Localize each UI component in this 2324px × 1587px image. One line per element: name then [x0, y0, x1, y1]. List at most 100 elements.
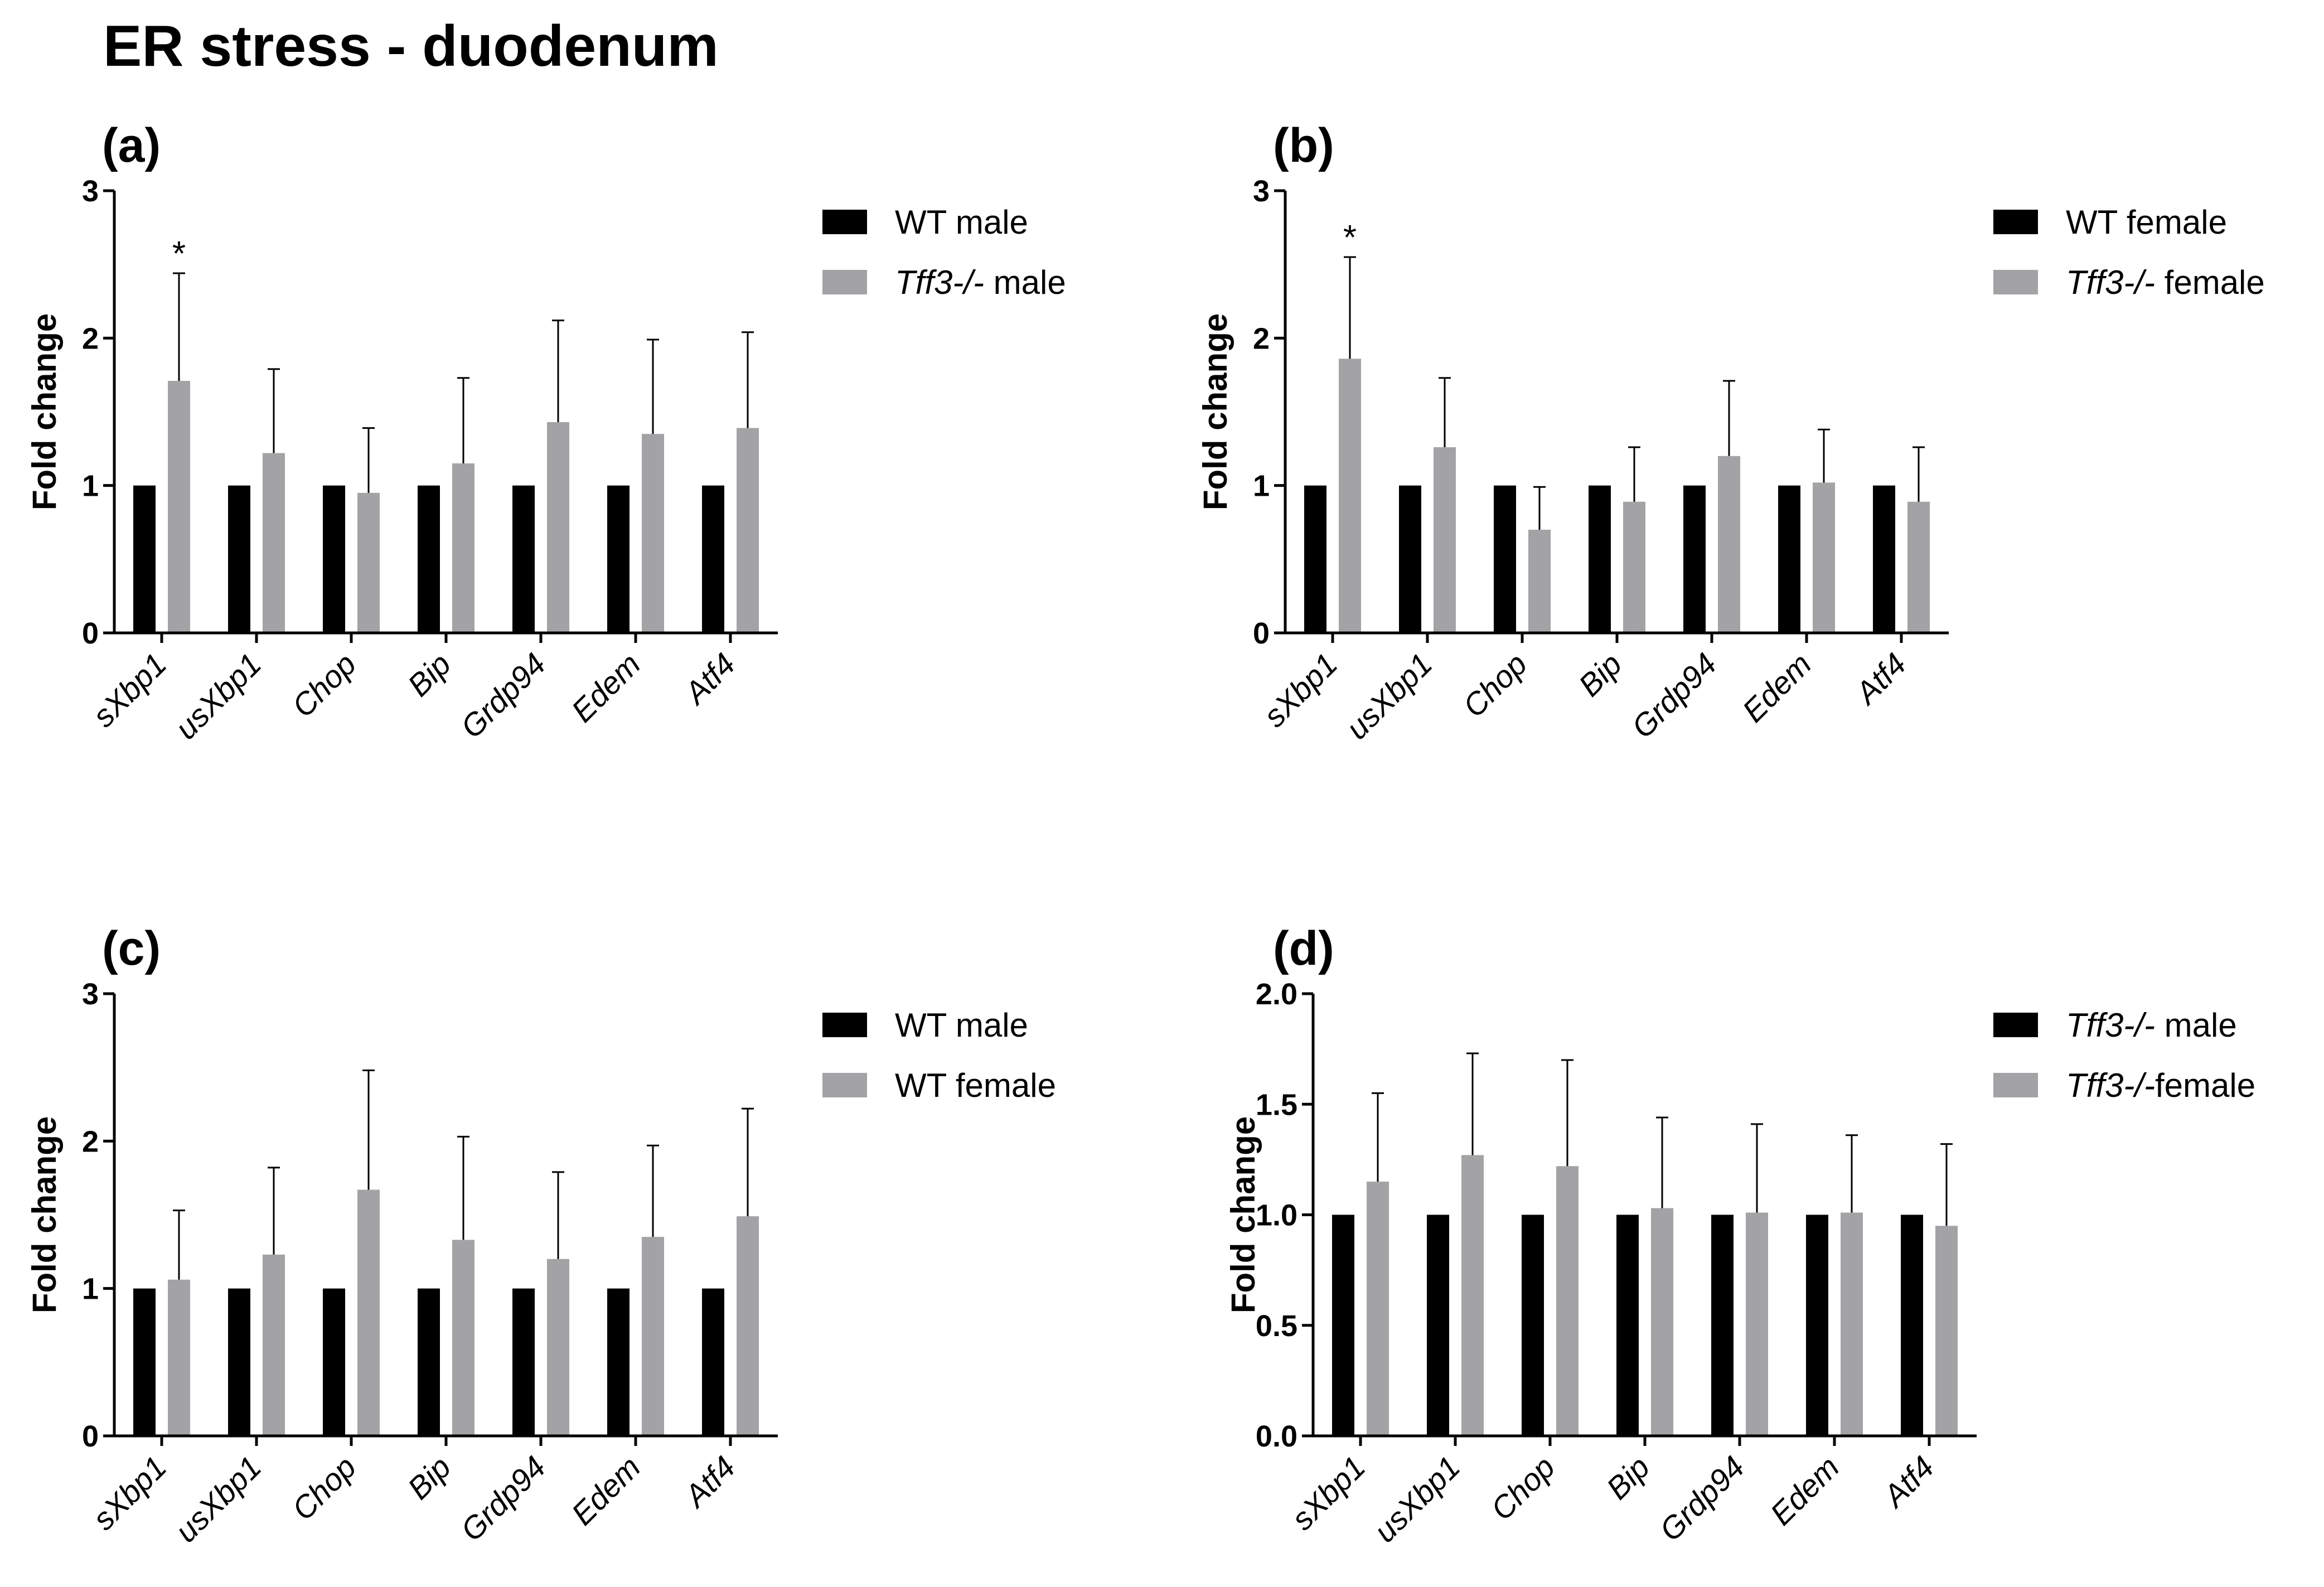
y-tick-label: 1.5	[1256, 1088, 1297, 1121]
x-tick-label: sXbp1	[1285, 1449, 1372, 1537]
y-tick-label: 2	[82, 322, 99, 355]
bar-series1	[1901, 1215, 1923, 1436]
legend-label: Tff3-/- male	[2066, 1007, 2237, 1044]
bar-series1	[1522, 1215, 1544, 1436]
x-tick-label: sXbp1	[1257, 646, 1344, 734]
bar-series1	[1332, 1215, 1354, 1436]
bar-series1	[512, 1288, 535, 1436]
bar-series2	[1434, 447, 1456, 633]
y-tick-label: 0.5	[1256, 1309, 1297, 1343]
legend-label-part: Tff3-/-	[895, 264, 984, 301]
bar-series2	[547, 1259, 569, 1436]
bar-series2	[1339, 359, 1361, 633]
x-tick-label: Edem	[1763, 1449, 1846, 1532]
legend-label-part: female	[2155, 264, 2265, 301]
panel-label: (c)	[102, 922, 161, 975]
bar-series1	[228, 1288, 250, 1436]
x-tick-label: Atf4	[1875, 1449, 1940, 1515]
bar-series1	[133, 1288, 156, 1436]
y-tick-label: 3	[82, 978, 99, 1011]
y-tick-label: 3	[82, 175, 99, 208]
legend-swatch	[822, 270, 867, 294]
bar-series1	[702, 1288, 724, 1436]
legend-swatch	[1993, 1013, 2038, 1037]
legend-label: Tff3-/-female	[2066, 1067, 2255, 1104]
legend-swatch	[822, 1013, 867, 1037]
bar-series1	[323, 1288, 345, 1436]
x-tick-label: usXbp1	[1339, 646, 1439, 746]
y-tick-label: 2.0	[1256, 978, 1297, 1011]
bar-series2	[1528, 529, 1551, 633]
bar-series2	[452, 1240, 475, 1436]
bar-series2	[1651, 1208, 1673, 1436]
bar-series1	[1806, 1215, 1828, 1436]
legend-label-part: male	[2155, 1007, 2237, 1044]
bar-series2	[642, 434, 664, 633]
legend-label-part: Tff3-/-	[2066, 264, 2155, 301]
panel-label: (b)	[1273, 119, 1334, 172]
legend-label-part: WT female	[2066, 204, 2227, 241]
bar-series2	[168, 1279, 190, 1436]
bar-series2	[357, 1189, 380, 1436]
x-tick-label: Bip	[1600, 1449, 1657, 1506]
x-tick-label: Grdp94	[454, 646, 553, 745]
bar-series1	[1873, 485, 1895, 633]
figure-title: ER stress - duodenum	[103, 14, 719, 79]
bar-series1	[418, 1288, 440, 1436]
bar-series2	[737, 1216, 759, 1436]
bar-series2	[1935, 1226, 1958, 1436]
bar-series1	[1778, 485, 1800, 633]
x-tick-label: usXbp1	[168, 646, 268, 746]
y-tick-label: 0	[82, 617, 99, 650]
y-axis-label: Fold change	[26, 313, 63, 510]
legend-swatch	[1993, 1073, 2038, 1097]
panel-label: (a)	[102, 119, 161, 172]
legend-label-part: Tff3-/-	[2066, 1007, 2155, 1044]
y-tick-label: 0	[82, 1420, 99, 1453]
x-tick-label: sXbp1	[86, 1449, 173, 1537]
legend-label: WT male	[895, 204, 1028, 241]
x-tick-label: Grdp94	[1653, 1449, 1751, 1548]
bar-series1	[1494, 485, 1516, 633]
legend-label: WT female	[2066, 204, 2227, 241]
legend-label-part: female	[2155, 1067, 2255, 1104]
x-tick-label: Grdp94	[1625, 646, 1723, 745]
legend-swatch	[822, 210, 867, 234]
legend-swatch	[1993, 270, 2038, 294]
bar-series2	[1907, 501, 1930, 633]
significance-star: *	[172, 235, 186, 273]
bar-series1	[1683, 485, 1706, 633]
x-tick-label: sXbp1	[86, 646, 173, 734]
legend-swatch	[1993, 210, 2038, 234]
bar-series2	[1623, 501, 1645, 633]
bar-series1	[512, 485, 535, 633]
x-tick-label: Edem	[1735, 646, 1818, 729]
x-tick-label: Grdp94	[454, 1449, 553, 1548]
significance-star: *	[1343, 219, 1357, 257]
x-tick-label: Bip	[1572, 646, 1629, 703]
x-tick-label: Chop	[285, 646, 362, 724]
bar-series2	[1367, 1182, 1389, 1436]
bar-series2	[547, 422, 569, 633]
legend-label: Tff3-/- male	[895, 264, 1066, 301]
bar-series1	[228, 485, 250, 633]
x-tick-label: Chop	[1456, 646, 1533, 724]
x-tick-label: Atf4	[676, 1449, 742, 1515]
bar-series1	[418, 485, 440, 633]
bar-series2	[168, 380, 190, 633]
bar-series2	[1746, 1212, 1768, 1436]
y-axis-label: Fold change	[1197, 313, 1234, 510]
x-tick-label: Atf4	[1847, 646, 1913, 712]
bar-series2	[1461, 1155, 1484, 1436]
bar-series2	[737, 428, 759, 633]
bar-series1	[1711, 1215, 1734, 1436]
legend-label: WT female	[895, 1067, 1056, 1104]
x-tick-label: Bip	[401, 1449, 458, 1506]
y-tick-label: 1.0	[1256, 1199, 1297, 1232]
x-tick-label: Bip	[401, 646, 458, 703]
bar-series2	[452, 463, 475, 633]
